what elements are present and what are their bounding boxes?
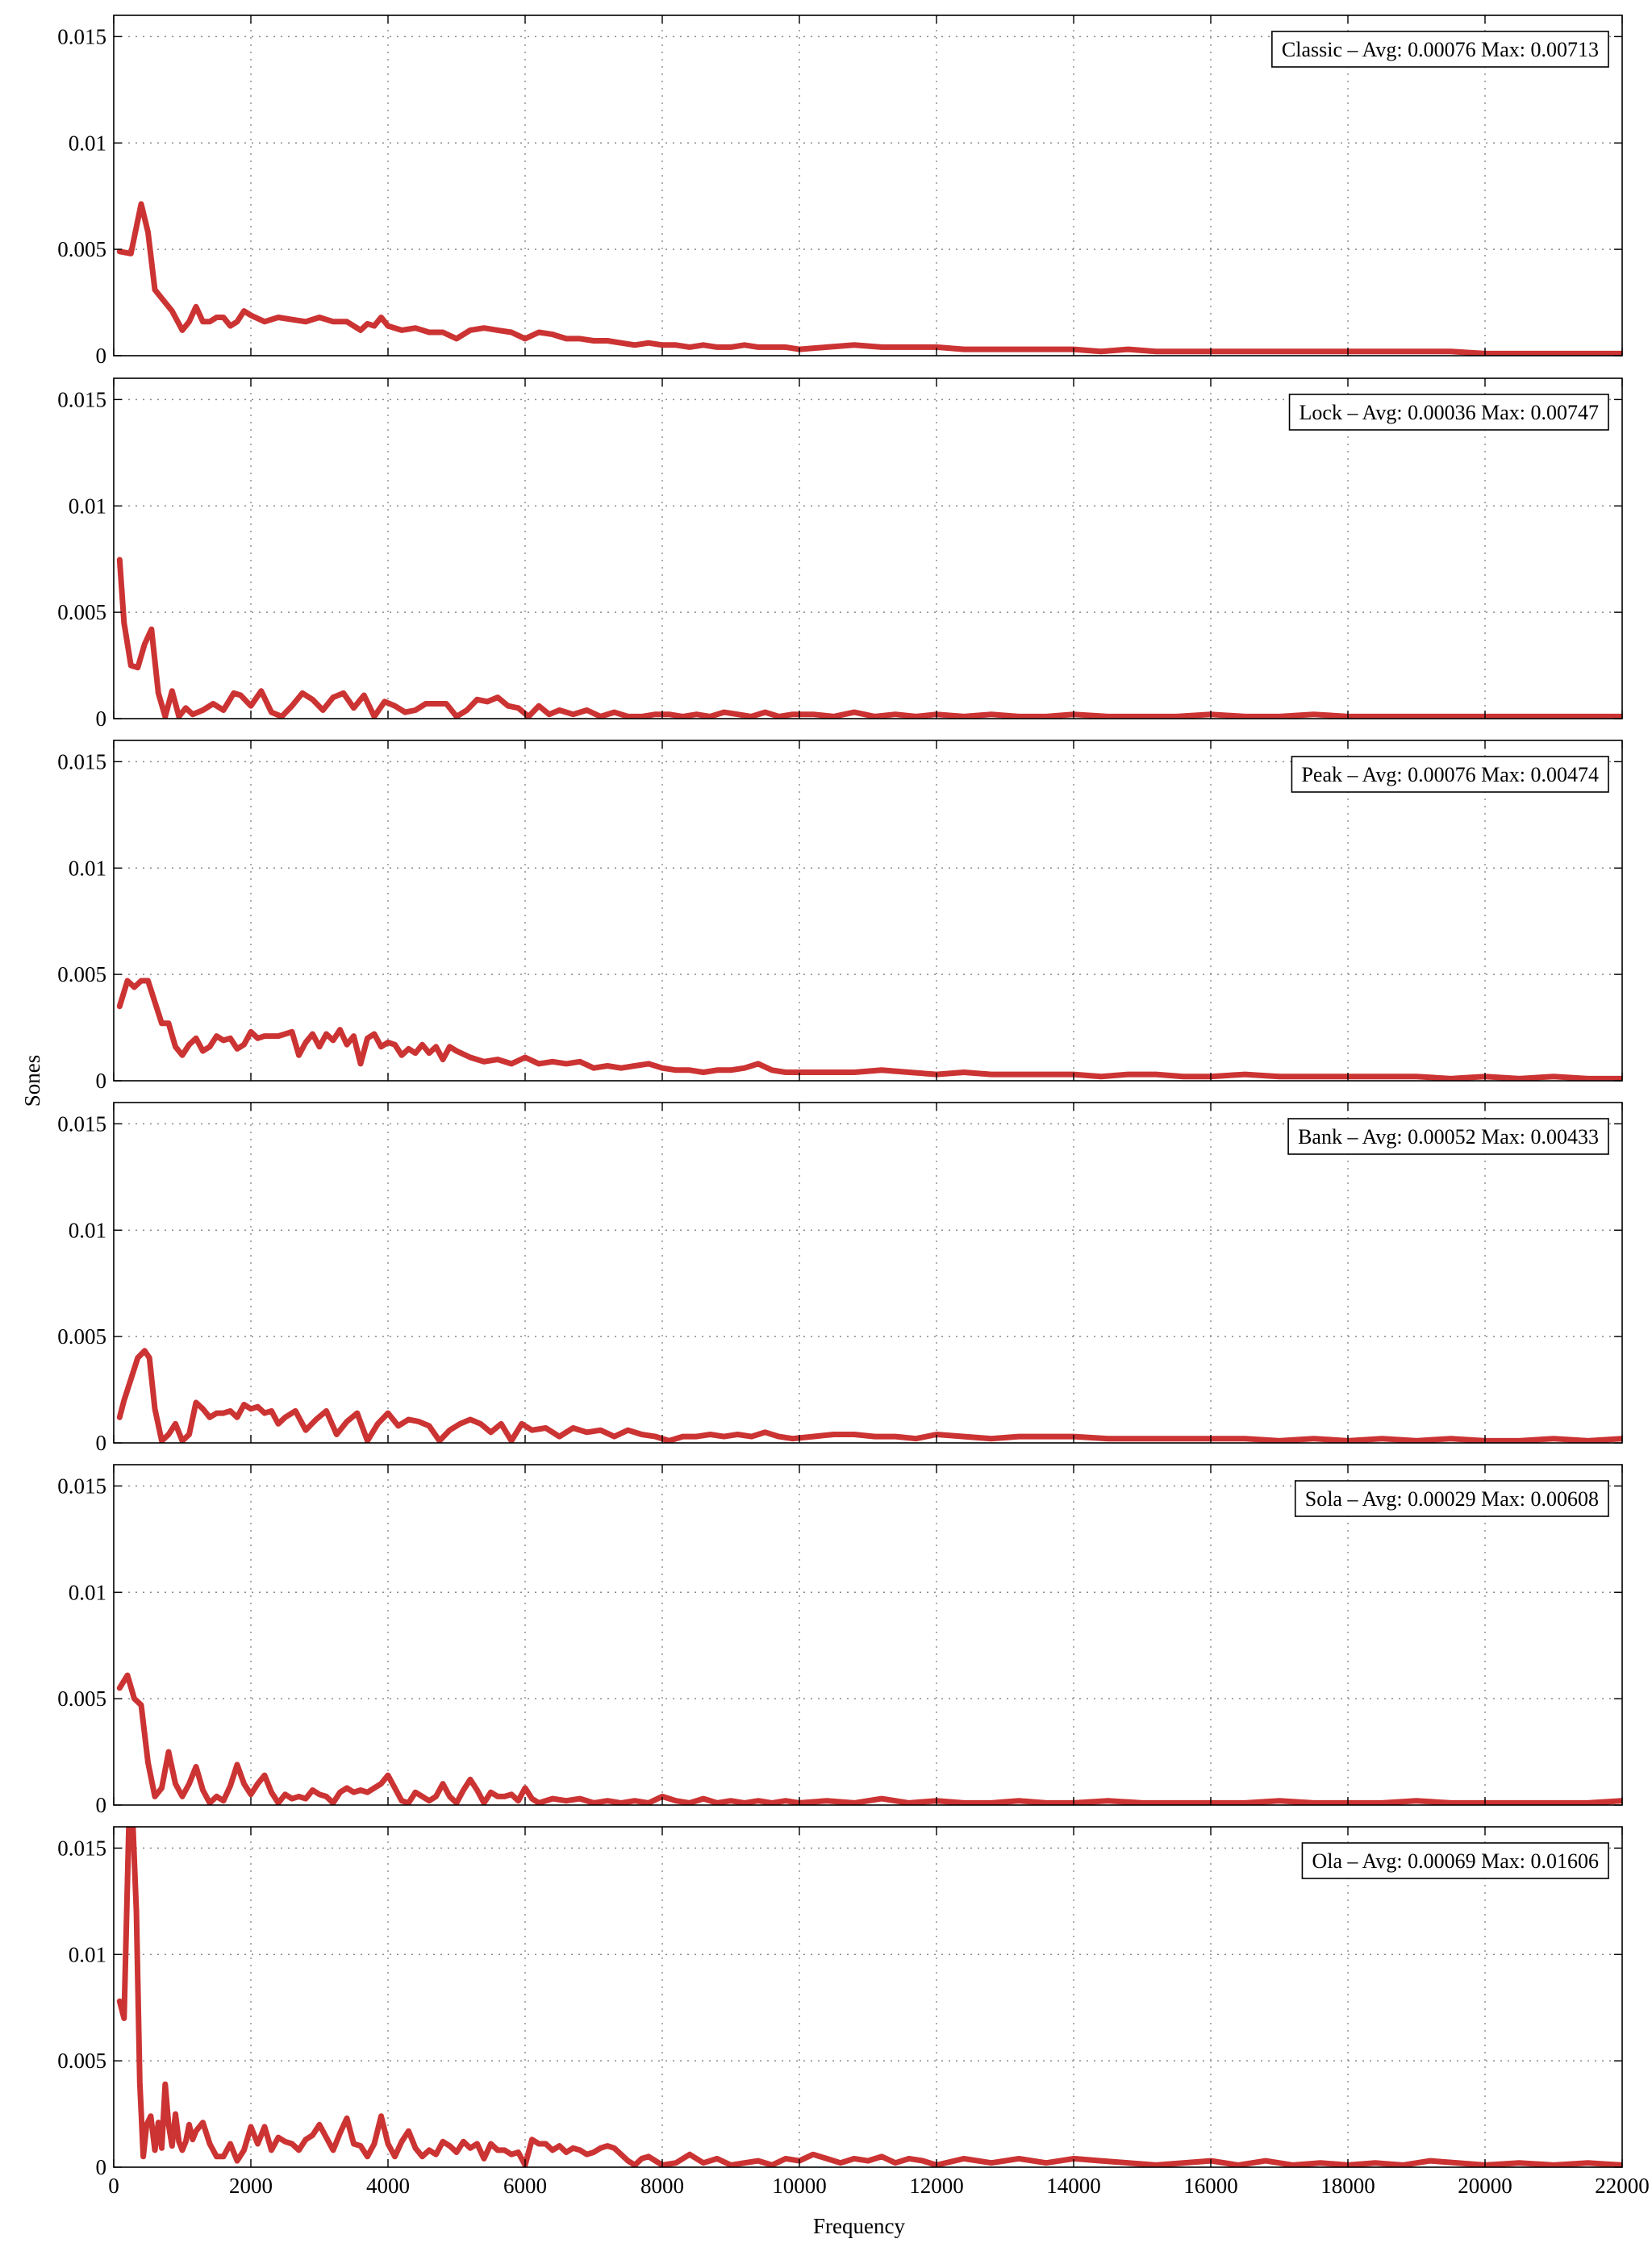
legend: Bank – Avg: 0.00052 Max: 0.00433 bbox=[1287, 1118, 1609, 1155]
y-tick-label: 0.005 bbox=[57, 2049, 106, 2073]
y-tick-label: 0.005 bbox=[57, 600, 106, 624]
x-tick-label: 8000 bbox=[640, 2174, 684, 2198]
x-tick-label: 6000 bbox=[503, 2174, 547, 2198]
panel-1: 0 0.005 0.01 0.015 Classic – Avg: 0.00076 Ma… bbox=[57, 15, 1623, 368]
y-tick-label: 0.015 bbox=[57, 387, 106, 411]
legend-box bbox=[1287, 1118, 1609, 1155]
y-tick-label: 0 bbox=[96, 1793, 107, 1817]
y-tick-label: 0 bbox=[96, 2155, 107, 2179]
x-tick-label: 2000 bbox=[229, 2174, 273, 2198]
y-tick-label: 0.005 bbox=[57, 1324, 106, 1349]
legend-label: Ola – Avg: 0.00069 Max: 0.01606 bbox=[1312, 1849, 1599, 1873]
panel-3: 0 0.005 0.01 0.015 Peak – Avg: 0.00076 Max: … bbox=[57, 740, 1623, 1093]
panel-frame bbox=[113, 1826, 1623, 2168]
legend-box bbox=[1288, 394, 1609, 431]
x-tick-label: 12000 bbox=[909, 2174, 964, 2198]
y-tick-label: 0 bbox=[96, 707, 107, 731]
y-tick-label: 0.005 bbox=[57, 1686, 106, 1711]
legend-label: Bank – Avg: 0.00052 Max: 0.00433 bbox=[1298, 1125, 1599, 1149]
series-line bbox=[116, 1672, 1622, 1805]
series-line bbox=[116, 978, 1622, 1081]
legend: Sola – Avg: 0.00029 Max: 0.00608 bbox=[1294, 1480, 1609, 1517]
panel-frame bbox=[113, 377, 1623, 719]
x-tick-label: 22000 bbox=[1595, 2174, 1650, 2198]
legend: Lock – Avg: 0.00036 Max: 0.00747 bbox=[1288, 394, 1609, 431]
panel-2: 0 0.005 0.01 0.015 Lock – Avg: 0.00036 Max: … bbox=[57, 377, 1623, 731]
legend-box bbox=[1301, 1842, 1609, 1879]
legend-box bbox=[1291, 756, 1609, 793]
series-line bbox=[116, 1827, 1622, 2167]
legend-label: Classic – Avg: 0.00076 Max: 0.00713 bbox=[1282, 38, 1599, 61]
y-tick-label: 0 bbox=[96, 344, 107, 368]
legend-box bbox=[1271, 31, 1609, 68]
legend: Ola – Avg: 0.00069 Max: 0.01606 bbox=[1301, 1842, 1609, 1879]
legend-label: Peak – Avg: 0.00076 Max: 0.00474 bbox=[1301, 763, 1599, 786]
y-tick-label: 0 bbox=[96, 1431, 107, 1455]
panel-frame bbox=[113, 740, 1623, 1082]
legend: Peak – Avg: 0.00076 Max: 0.00474 bbox=[1291, 756, 1609, 793]
panel-5: 0 0.005 0.01 0.015 Sola – Avg: 0.00029 Max: … bbox=[57, 1464, 1623, 1817]
y-tick-label: 0.01 bbox=[69, 1218, 106, 1242]
panel-frame bbox=[113, 1102, 1623, 1444]
x-tick-label: 18000 bbox=[1320, 2174, 1375, 2198]
panels: 0 0.005 0.01 0.015 Classic – Avg: 0.00076 Ma… bbox=[57, 15, 1650, 2198]
x-tick-label: 14000 bbox=[1046, 2174, 1101, 2198]
y-tick-label: 0.005 bbox=[57, 962, 106, 986]
y-tick-label: 0.015 bbox=[57, 1111, 106, 1136]
legend-label: Sola – Avg: 0.00029 Max: 0.00608 bbox=[1305, 1487, 1599, 1511]
panel-frame bbox=[113, 1464, 1623, 1806]
series-line bbox=[116, 557, 1622, 719]
y-tick-label: 0 bbox=[96, 1069, 107, 1093]
x-tick-label: 0 bbox=[108, 2174, 119, 2198]
legend-box bbox=[1294, 1480, 1609, 1517]
y-tick-label: 0.01 bbox=[69, 1580, 106, 1604]
y-tick-label: 0.01 bbox=[69, 1942, 106, 1966]
x-tick-label: 20000 bbox=[1458, 2174, 1512, 2198]
y-tick-label: 0.01 bbox=[69, 856, 106, 880]
legend: Classic – Avg: 0.00076 Max: 0.00713 bbox=[1271, 31, 1609, 68]
x-tick-label: 10000 bbox=[772, 2174, 827, 2198]
panel-6: 0 0.005 0.01 0.015 0 2000 4000 6000 8000 10000 120… bbox=[57, 1826, 1650, 2198]
y-tick-label: 0.015 bbox=[57, 749, 106, 773]
x-axis-label: Frequency bbox=[813, 2214, 905, 2238]
y-tick-label: 0.01 bbox=[69, 494, 106, 518]
series-line bbox=[116, 201, 1622, 356]
x-tick-label: 16000 bbox=[1183, 2174, 1238, 2198]
y-axis-label: Sones bbox=[20, 1055, 44, 1107]
y-tick-label: 0.015 bbox=[57, 24, 106, 48]
y-tick-label: 0.005 bbox=[57, 237, 106, 261]
x-tick-label: 4000 bbox=[366, 2174, 410, 2198]
y-tick-label: 0.01 bbox=[69, 131, 106, 155]
y-tick-label: 0.015 bbox=[57, 1474, 106, 1498]
panel-4: 0 0.005 0.01 0.015 Bank – Avg: 0.00052 Max: … bbox=[57, 1102, 1623, 1455]
legend-label: Lock – Avg: 0.00036 Max: 0.00747 bbox=[1299, 401, 1599, 424]
panel-frame bbox=[113, 15, 1623, 356]
y-tick-label: 0.015 bbox=[57, 1836, 106, 1860]
